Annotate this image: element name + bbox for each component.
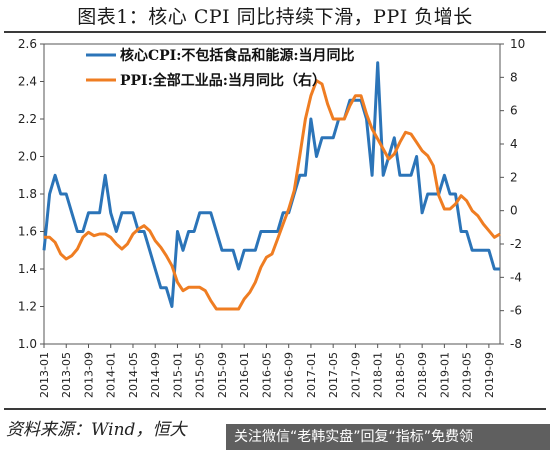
y-right-tick-label: 10 <box>510 37 525 51</box>
title-divider <box>4 31 546 33</box>
y-right-tick-label: 8 <box>510 70 518 84</box>
x-tick-label: 2016-05 <box>260 352 273 398</box>
y-right-tick-label: 2 <box>510 170 518 184</box>
line-chart: 1.0 1.2 1.4 1.6 1.8 2.0 2.2 2.4 2.6 -8 -6 -4 -2 0 2 4 6 8… <box>18 37 525 398</box>
source-note: 资料来源：Wind，恒大 <box>6 420 187 440</box>
y-right-tick-label: 0 <box>510 204 518 218</box>
x-tick-label: 2016-09 <box>283 352 296 398</box>
y-left-tick-label: 1.6 <box>18 225 37 239</box>
y-right-tick-label: -2 <box>510 237 522 251</box>
x-tick-label: 2018-05 <box>394 352 407 398</box>
y-left-tick-label: 2.6 <box>18 37 37 51</box>
x-tick-label: 2014-09 <box>149 352 162 398</box>
source-divider <box>4 408 546 410</box>
y-right-tick-label: -4 <box>510 270 522 284</box>
chart-title: 图表1：核心 CPI 同比持续下滑，PPI 负增长 <box>77 6 473 28</box>
y-left-tick-label: 2.2 <box>18 112 37 126</box>
y-right-tick-label: -6 <box>510 304 522 318</box>
x-tick-label: 2017-05 <box>327 352 340 398</box>
x-tick-label: 2013-05 <box>60 352 73 398</box>
x-tick-label: 2015-09 <box>216 352 229 398</box>
x-tick-label: 2013-01 <box>38 352 51 398</box>
chart-axes: 1.0 1.2 1.4 1.6 1.8 2.0 2.2 2.4 2.6 -8 -6 -4 -2 0 2 4 6 8… <box>18 37 525 398</box>
x-tick-label: 2018-01 <box>372 352 385 398</box>
x-tick-label: 2017-09 <box>349 352 362 398</box>
x-tick-label: 2018-09 <box>416 352 429 398</box>
x-tick-label: 2015-05 <box>194 352 207 398</box>
y-left-tick-label: 1.8 <box>18 187 37 201</box>
x-tick-label: 2017-01 <box>305 352 318 398</box>
y-left-tick-label: 1.4 <box>18 262 37 276</box>
x-tick-label: 2015-01 <box>171 352 184 398</box>
legend-label-1: PPI:全部工业品:当月同比（右） <box>120 72 326 89</box>
series-line-0 <box>42 61 500 308</box>
x-tick-label: 2019-05 <box>461 352 474 398</box>
chart-legend: 核心CPI:不包括食品和能源:当月同比 PPI:全部工业品:当月同比（右） <box>86 47 355 89</box>
x-tick-label: 2014-05 <box>127 352 140 398</box>
x-tick-label: 2019-09 <box>483 352 496 398</box>
x-tick-label: 2013-09 <box>82 352 95 398</box>
chart-lines <box>42 61 501 311</box>
x-tick-label: 2019-01 <box>438 352 451 398</box>
x-tick-label: 2014-01 <box>105 352 118 398</box>
y-right-tick-label: 6 <box>510 104 518 118</box>
y-left-tick-label: 1.2 <box>18 300 37 314</box>
legend-label-0: 核心CPI:不包括食品和能源:当月同比 <box>120 47 355 64</box>
series-line-1 <box>44 79 501 311</box>
x-tick-label: 2016-01 <box>238 352 251 398</box>
promo-banner: 关注微信“老韩实盘”回复“指标”免费领 <box>226 424 550 450</box>
y-left-tick-label: 1.0 <box>18 337 37 351</box>
y-right-tick-label: -8 <box>510 337 522 351</box>
y-left-tick-label: 2.4 <box>18 75 37 89</box>
y-left-tick-label: 2.0 <box>18 150 37 164</box>
y-right-tick-label: 4 <box>510 137 518 151</box>
